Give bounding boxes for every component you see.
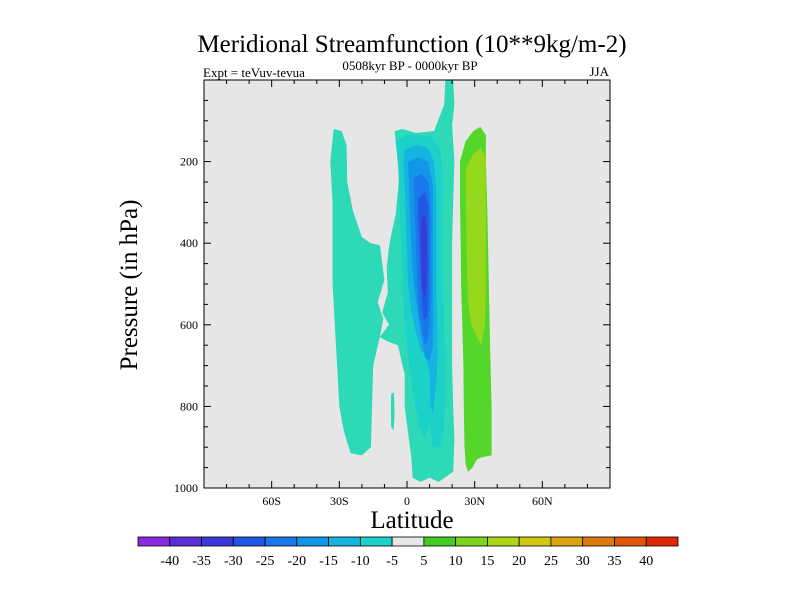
- colorbar-box: [423, 536, 457, 547]
- colorbar-label: -15: [319, 554, 338, 569]
- colorbar-label: 25: [544, 554, 558, 569]
- colorbar-label: -30: [224, 554, 243, 569]
- x-axis-title: Latitude: [370, 507, 453, 534]
- y-tick-label: 800: [180, 399, 198, 413]
- colorbar-box: [137, 536, 171, 547]
- y-tick-label: 200: [180, 155, 198, 169]
- contour-region: [421, 214, 427, 297]
- colorbar-label: 30: [576, 554, 590, 569]
- colorbar-box: [391, 536, 425, 547]
- colorbar-label: -10: [351, 554, 370, 569]
- y-tick-label: 600: [180, 318, 198, 332]
- colorbar-label: -25: [256, 554, 275, 569]
- colorbar-box: [614, 536, 647, 547]
- colorbar-box: [518, 536, 552, 547]
- colorbar-box: [359, 536, 393, 547]
- colorbar-label: -20: [287, 554, 306, 569]
- colorbar-box: [645, 536, 679, 547]
- contour-region: [465, 147, 486, 346]
- subtitle-period: 0508kyr BP - 0000kyr BP: [342, 58, 477, 73]
- colorbar-label: 35: [607, 554, 621, 569]
- plot-area: 60S 30S 0 30N 60N 200 400 600 800 1000: [174, 79, 611, 508]
- y-axis-title: Pressure (in hPa): [116, 200, 143, 371]
- colorbar-box: [328, 536, 361, 547]
- x-tick-label: 30N: [464, 494, 485, 508]
- x-tick-label: 60N: [532, 494, 553, 508]
- subtitle-experiment: Expt = teVuv-tevua: [203, 65, 305, 80]
- contour-region: [390, 392, 395, 431]
- chart-title: Meridional Streamfunction (10**9kg/m-2): [197, 31, 626, 58]
- colorbar-box: [455, 536, 488, 547]
- colorbar-box: [169, 536, 202, 547]
- colorbar-label: -5: [386, 554, 398, 569]
- colorbar-label: 20: [512, 554, 526, 569]
- subtitle-season: JJA: [589, 64, 609, 79]
- colorbar: -40 -35 -30 -25 -20 -15 -10 -5 5 10 15 20 25 30 35 40: [137, 536, 679, 569]
- colorbar-box: [296, 536, 329, 547]
- y-tick-label: 400: [180, 236, 198, 250]
- colorbar-label: 10: [449, 554, 463, 569]
- colorbar-label: -35: [192, 554, 211, 569]
- x-tick-label: 30S: [330, 494, 349, 508]
- colorbar-box: [550, 536, 584, 547]
- colorbar-box: [201, 536, 234, 547]
- colorbar-label: 5: [420, 554, 427, 569]
- colorbar-box: [487, 536, 520, 547]
- colorbar-box: [264, 536, 298, 547]
- colorbar-label: 15: [480, 554, 494, 569]
- x-tick-label: 60S: [262, 494, 281, 508]
- colorbar-label: -40: [160, 554, 179, 569]
- colorbar-box: [582, 536, 615, 547]
- colorbar-label: 40: [639, 554, 653, 569]
- x-tick-label: 0: [404, 494, 410, 508]
- colorbar-box: [232, 536, 266, 547]
- y-tick-label: 1000: [174, 481, 198, 495]
